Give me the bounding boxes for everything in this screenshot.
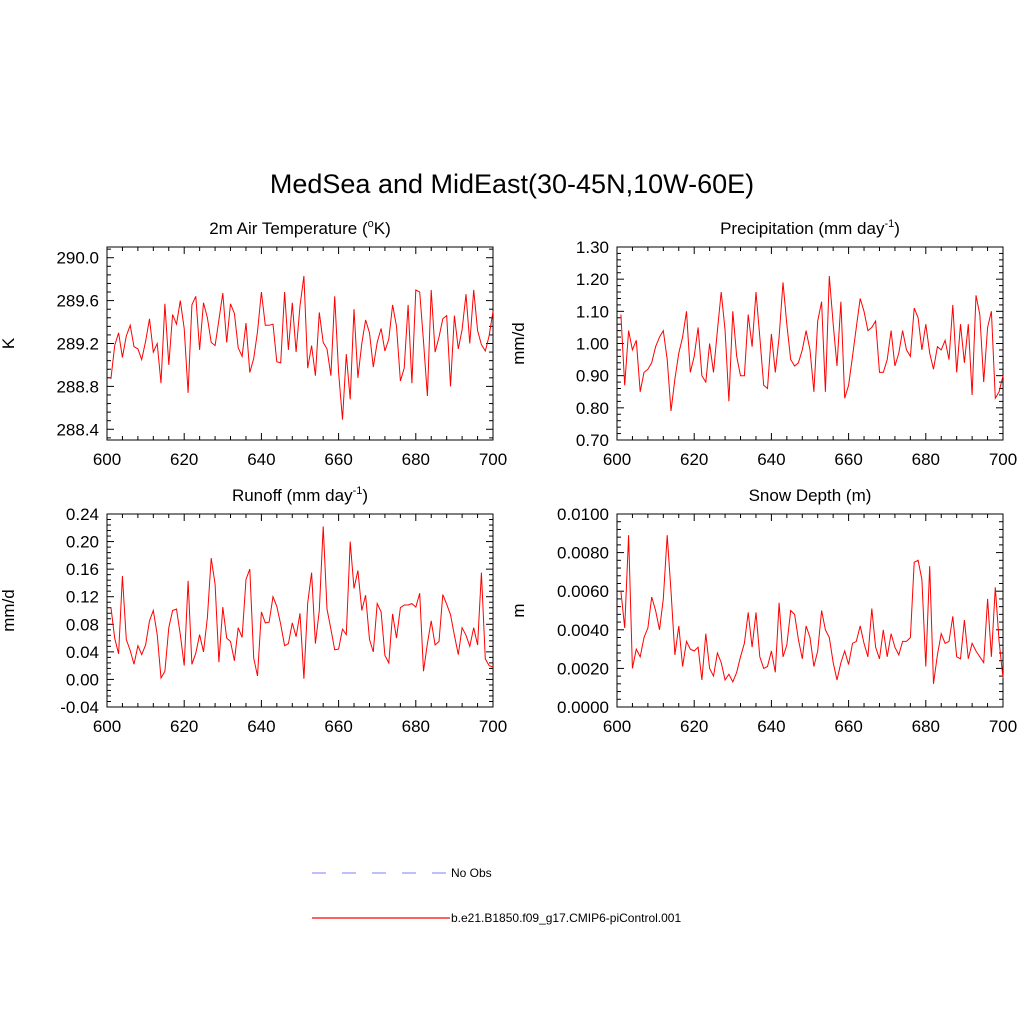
panel-precipitation: 600 620 640 660 680 700 0.70 0.80 0.90 1.00 1.10 1.…	[509, 218, 1017, 469]
snow-depth-xtick-label: 680	[912, 717, 940, 736]
runoff-title-tail: )	[362, 486, 368, 505]
precipitation-ytick-label: 1.20	[576, 270, 609, 289]
temperature-xtick-label: 700	[479, 450, 507, 469]
precipitation-ytick-label: 1.30	[576, 238, 609, 257]
temperature-ytick-label: 289.6	[56, 292, 99, 311]
snow-depth-xtick-label: 660	[834, 717, 862, 736]
precipitation-ytick-label: 0.90	[576, 367, 609, 386]
snow-depth-xtick-label: 620	[680, 717, 708, 736]
temperature-xtick-label: 640	[247, 450, 275, 469]
precipitation-ylabel: mm/d	[509, 322, 528, 365]
snow-depth-title-main: Snow Depth (m)	[749, 486, 872, 505]
runoff-ytick-label: 0.20	[66, 533, 99, 552]
runoff-ytick-label: 0.00	[66, 670, 99, 689]
legend-label-picontrol: b.e21.B1850.f09_g17.CMIP6-piControl.001	[451, 911, 681, 925]
precipitation-ytick-label: 0.70	[576, 431, 609, 450]
snow-depth-ytick-label: 0.0060	[557, 582, 609, 601]
runoff-xtick-label: 680	[402, 717, 430, 736]
precipitation-ytick-label: 1.10	[576, 302, 609, 321]
temperature-series-line	[110, 275, 494, 420]
legend-label-no-obs: No Obs	[451, 866, 492, 880]
runoff-xtick-label: 660	[324, 717, 352, 736]
snow-depth-plot-frame	[616, 513, 1004, 708]
figure-title: MedSea and MidEast(30-45N,10W-60E)	[270, 169, 754, 199]
snow-depth-ytick-label: 0.0080	[557, 544, 609, 563]
temperature-ytick-label: 288.8	[56, 377, 99, 396]
legend: No Obs b.e21.B1850.f09_g17.CMIP6-piContr…	[312, 866, 681, 925]
temperature-title-main: 2m Air Temperature (	[209, 219, 368, 238]
runoff-title: Runoff (mm day-1)	[232, 485, 368, 505]
precipitation-xtick-label: 660	[834, 450, 862, 469]
precipitation-xtick-label: 700	[989, 450, 1017, 469]
temperature-xtick-label: 680	[402, 450, 430, 469]
snow-depth-title: Snow Depth (m)	[749, 486, 872, 505]
precipitation-series-line	[620, 275, 1004, 412]
runoff-ytick-label: 0.16	[66, 560, 99, 579]
snow-depth-xtick-label: 640	[757, 717, 785, 736]
runoff-plot-frame	[106, 513, 494, 708]
runoff-series-line	[110, 526, 494, 680]
runoff-ytick-label: 0.12	[66, 588, 99, 607]
snow-depth-ytick-label: 0.0020	[557, 659, 609, 678]
panel-temperature: 600 620 640 660 680 700 288.4 288.8 289.2 289.6 29…	[0, 218, 507, 469]
temperature-xtick-label: 620	[170, 450, 198, 469]
snow-depth-ytick-label: 0.0100	[557, 505, 609, 524]
temperature-title-sup: o	[368, 218, 374, 230]
snow-depth-ytick-label: 0.0000	[557, 698, 609, 717]
temperature-title: 2m Air Temperature (oK)	[209, 218, 391, 238]
precipitation-xtick-label: 680	[912, 450, 940, 469]
precipitation-ytick-label: 1.00	[576, 335, 609, 354]
runoff-xtick-label: 640	[247, 717, 275, 736]
precipitation-title-main: Precipitation (mm day	[720, 219, 885, 238]
runoff-ytick-label: 0.04	[66, 643, 99, 662]
runoff-ytick-label: 0.24	[66, 505, 99, 524]
runoff-title-main: Runoff (mm day	[232, 486, 353, 505]
temperature-ytick-label: 289.2	[56, 335, 99, 354]
precipitation-title-sup: -1	[884, 218, 894, 230]
snow-depth-series-line	[620, 535, 1004, 684]
runoff-xtick-label: 620	[170, 717, 198, 736]
temperature-xtick-label: 660	[324, 450, 352, 469]
precipitation-title: Precipitation (mm day-1)	[720, 218, 900, 238]
precipitation-xtick-label: 640	[757, 450, 785, 469]
runoff-xtick-label: 600	[93, 717, 121, 736]
precipitation-xtick-label: 620	[680, 450, 708, 469]
precipitation-xtick-label: 600	[603, 450, 631, 469]
temperature-xtick-label: 600	[93, 450, 121, 469]
runoff-xtick-label: 700	[479, 717, 507, 736]
temperature-ytick-label: 290.0	[56, 249, 99, 268]
snow-depth-xtick-label: 600	[603, 717, 631, 736]
runoff-ytick-label: -0.04	[60, 698, 99, 717]
temperature-ytick-label: 288.4	[56, 420, 99, 439]
runoff-ylabel: mm/d	[0, 589, 18, 632]
snow-depth-ylabel: m	[509, 603, 528, 617]
panel-snow-depth: 600 620 640 660 680 700 0.0000 0.0020 0.0040 0.00…	[509, 486, 1017, 736]
runoff-ytick-label: 0.08	[66, 615, 99, 634]
precipitation-ytick-label: 0.80	[576, 399, 609, 418]
snow-depth-ytick-label: 0.0040	[557, 621, 609, 640]
runoff-title-sup: -1	[353, 485, 363, 497]
panel-runoff: 600 620 640 660 680 700 -0.04 0.00 0.04 0.08 0.12 0…	[0, 485, 507, 736]
precipitation-title-tail: )	[894, 219, 900, 238]
temperature-title-tail: K)	[374, 219, 391, 238]
temperature-ylabel: K	[0, 337, 18, 349]
snow-depth-xtick-label: 700	[989, 717, 1017, 736]
